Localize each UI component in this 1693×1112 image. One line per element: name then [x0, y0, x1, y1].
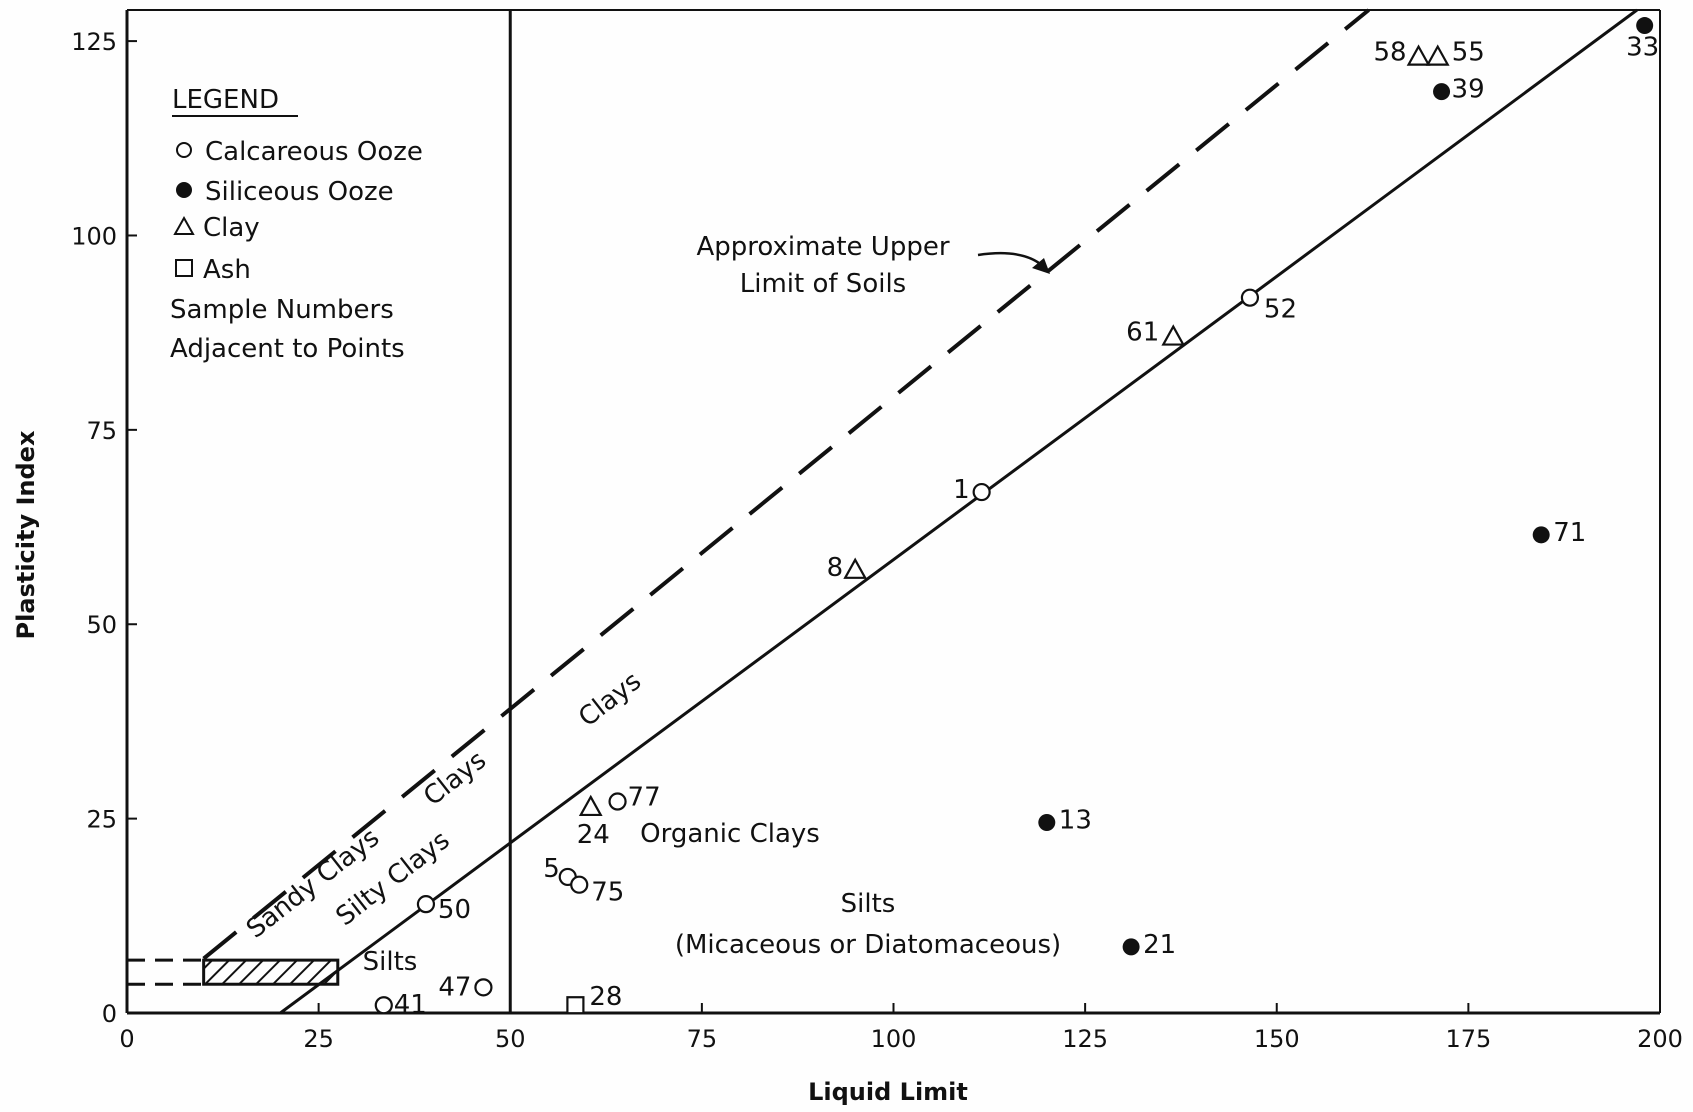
calcareous-ooze-point	[1240, 288, 1260, 307]
x-tick-label: 150	[1254, 1025, 1300, 1053]
clay-point	[843, 557, 868, 579]
point-label: 41	[394, 990, 427, 1020]
siliceous-ooze-point	[1038, 814, 1056, 832]
y-tick-label: 125	[71, 28, 117, 56]
point-label: 50	[438, 895, 471, 925]
data-points	[374, 17, 1654, 1015]
ash-point	[566, 996, 585, 1015]
point-label: 61	[1126, 318, 1159, 348]
x-tick-label: 175	[1445, 1025, 1491, 1053]
x-tick-label: 200	[1637, 1025, 1683, 1053]
annotation-clays-upper: Clays	[573, 666, 647, 733]
legend-open-circle-icon	[176, 142, 192, 158]
upper-limit-dashed-line	[202, 8, 1370, 961]
point-label: 58	[1373, 38, 1406, 68]
point-label: 33	[1626, 33, 1659, 63]
point-label: 55	[1452, 38, 1485, 68]
clay-point	[1161, 324, 1186, 346]
point-label: 8	[827, 553, 844, 583]
x-tick-label: 0	[119, 1025, 134, 1053]
annotation-micaceous: (Micaceous or Diatomaceous)	[675, 930, 1061, 960]
point-label: 24	[577, 820, 610, 850]
legend-note-1: Sample Numbers	[170, 295, 394, 325]
point-label: 52	[1264, 295, 1297, 325]
point-label: 39	[1452, 75, 1485, 105]
x-tick-label: 125	[1062, 1025, 1108, 1053]
point-label: 1	[953, 475, 970, 505]
legend-item-calcareous: Calcareous Ooze	[205, 137, 423, 167]
x-tick-label: 25	[303, 1025, 334, 1053]
siliceous-ooze-point	[1122, 938, 1140, 956]
legend-item-ash: Ash	[203, 255, 251, 285]
a-line	[279, 8, 1638, 1015]
calcareous-ooze-point	[374, 996, 393, 1015]
legend-title: LEGEND	[172, 85, 279, 115]
y-tick-label: 0	[102, 1000, 117, 1028]
point-label: 47	[438, 972, 471, 1002]
annotation-upper-limit-1: Approximate Upper	[696, 232, 949, 262]
point-label: 21	[1143, 930, 1176, 960]
annotation-silts-small: Silts	[363, 947, 418, 977]
y-tick-label: 25	[86, 806, 117, 834]
legend-item-clay: Clay	[203, 213, 260, 243]
siliceous-ooze-point	[1532, 526, 1550, 544]
y-axis-title: Plasticity Index	[12, 430, 40, 639]
x-tick-label: 50	[495, 1025, 526, 1053]
hatched-band	[202, 958, 340, 986]
legend: LEGEND Calcareous Ooze Siliceous Ooze Cl…	[170, 85, 423, 364]
clay-point	[1425, 44, 1450, 66]
x-tick-label: 100	[871, 1025, 917, 1053]
point-label: 5	[543, 854, 560, 884]
point-label: 28	[589, 982, 622, 1012]
annotation-organic-clays: Organic Clays	[640, 819, 820, 849]
calcareous-ooze-point	[474, 978, 493, 997]
legend-item-siliceous: Siliceous Ooze	[205, 177, 394, 207]
annotation-silts: Silts	[841, 889, 896, 919]
calcareous-ooze-point	[570, 875, 589, 894]
clay-point	[1406, 44, 1431, 66]
legend-triangle-icon	[173, 215, 195, 235]
reference-lines	[127, 8, 1638, 1015]
legend-square-icon	[175, 259, 193, 277]
legend-note-2: Adjacent to Points	[170, 334, 405, 364]
arrow-head-icon	[1032, 258, 1050, 274]
point-label: 77	[628, 783, 661, 813]
y-tick-label: 100	[71, 222, 117, 250]
siliceous-ooze-point	[1433, 83, 1451, 101]
y-tick-label: 75	[86, 417, 117, 445]
clay-point	[578, 794, 603, 817]
x-axis-title: Liquid Limit	[808, 1078, 968, 1106]
point-labels: 41 47 50 5 75 77 1 52 33 39 71 13 21 58 55 61 8 24 28	[394, 33, 1659, 1021]
siliceous-ooze-point	[1636, 17, 1654, 35]
y-tick-label: 50	[86, 611, 117, 639]
x-tick-label: 75	[687, 1025, 718, 1053]
calcareous-ooze-point	[972, 482, 991, 502]
annotation-upper-limit-2: Limit of Soils	[740, 269, 906, 299]
legend-filled-circle-icon	[176, 182, 192, 198]
calcareous-ooze-point	[608, 792, 627, 811]
point-label: 71	[1553, 518, 1586, 548]
point-label: 75	[591, 878, 624, 908]
point-label: 13	[1059, 806, 1092, 836]
calcareous-ooze-point	[416, 895, 436, 914]
